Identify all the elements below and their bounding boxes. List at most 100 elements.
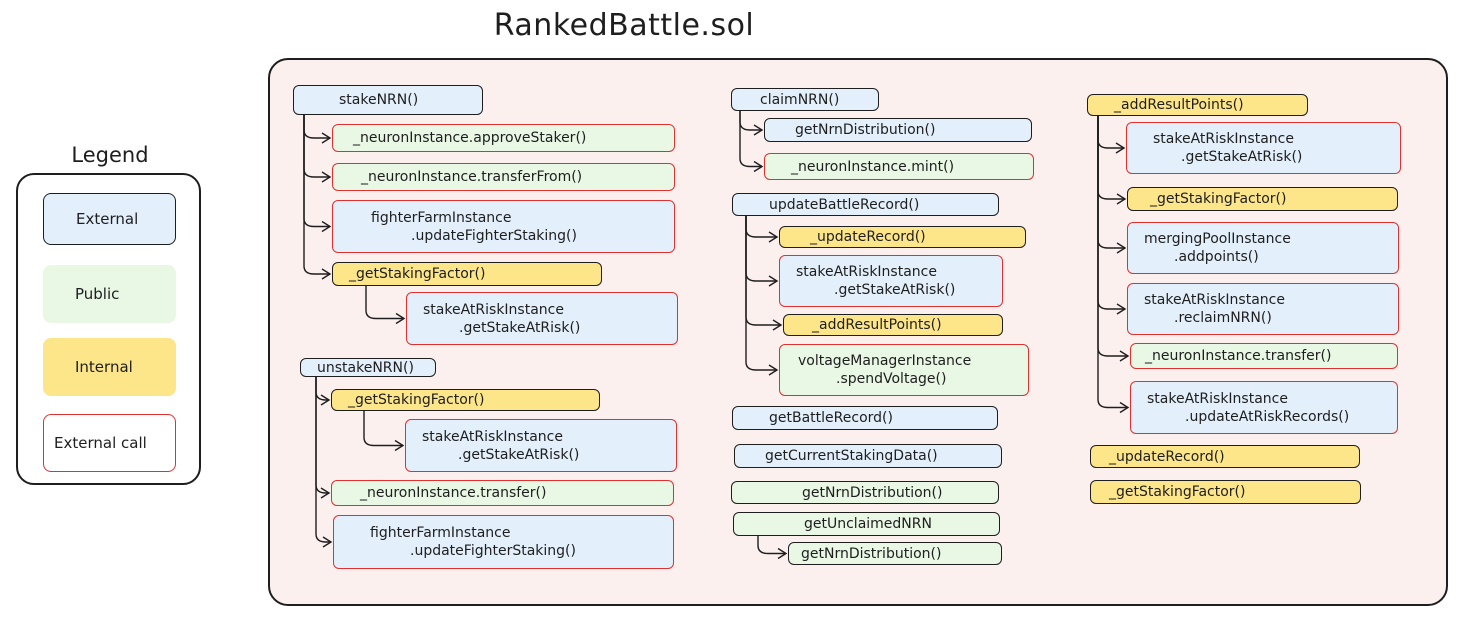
function-node-a1: stakeAtRiskInstance .getStakeAtRisk() [1126, 122, 1401, 174]
function-node-label: _addResultPoints() [1114, 97, 1244, 113]
function-node-label: stakeAtRiskInstance [1153, 131, 1294, 147]
function-node-stakeNRN: stakeNRN() [293, 85, 483, 115]
arrow-head-icon [777, 547, 788, 560]
function-node-label: claimNRN() [760, 91, 840, 108]
connector-line [315, 377, 331, 543]
function-node-s2: _neuronInstance.transferFrom() [332, 163, 675, 191]
connector-line [365, 286, 404, 320]
function-node-gsf: _getStakingFactor() [1090, 480, 1361, 504]
function-node-label: unstakeNRN() [317, 359, 414, 376]
arrow-head-icon [1116, 193, 1127, 205]
function-node-label: updateBattleRecord() [769, 196, 920, 213]
arrow-head-icon [1116, 242, 1127, 254]
function-node-label: _updateRecord() [810, 229, 926, 245]
legend-item-external: External [43, 193, 176, 245]
connector-line [303, 115, 330, 228]
connector-line [745, 216, 777, 282]
function-node-b2: stakeAtRiskInstance .getStakeAtRisk() [779, 255, 1003, 307]
connector-line [745, 216, 781, 326]
function-node-label: stakeAtRiskInstance [423, 301, 564, 318]
connector-line [757, 536, 786, 555]
legend-item-label: External call [54, 434, 147, 452]
function-node-b4: voltageManagerInstance .spendVoltage() [779, 344, 1029, 396]
legend-item-external-call: External call [43, 414, 176, 472]
function-node-u2: stakeAtRiskInstance .getStakeAtRisk() [405, 419, 677, 472]
function-node-b3: _addResultPoints() [783, 314, 1003, 336]
arrow-head-icon [1119, 350, 1130, 362]
function-node-label: .reclaimNRN() [1174, 310, 1272, 326]
function-node-gun: getUnclaimedNRN [733, 512, 1000, 536]
legend-item-label: External [76, 210, 139, 228]
arrow-head-icon [321, 220, 332, 233]
function-node-label: _neuronInstance.transferFrom() [361, 169, 583, 185]
function-node-a4: stakeAtRiskInstance .reclaimNRN() [1127, 283, 1399, 335]
function-node-label: fighterFarmInstance [370, 525, 511, 541]
function-node-label: getCurrentStakingData() [765, 448, 938, 464]
function-node-label: .updateAtRiskRecords() [1185, 408, 1350, 425]
function-node-s5: stakeAtRiskInstance .getStakeAtRisk() [406, 292, 678, 345]
arrow-head-icon [772, 319, 783, 331]
function-node-label: _neuronInstance.transfer() [360, 485, 547, 501]
function-node-s3: fighterFarmInstance .updateFighterStaking… [332, 200, 675, 253]
function-node-label: .getStakeAtRisk() [834, 282, 956, 298]
arrow-head-icon [321, 132, 332, 144]
function-node-label: .getStakeAtRisk() [459, 319, 581, 336]
function-node-gun1: getNrnDistribution() [788, 542, 1002, 565]
function-node-label: voltageManagerInstance [798, 353, 972, 369]
function-node-label: stakeAtRiskInstance [1147, 390, 1288, 407]
legend-item-internal: Internal [43, 338, 176, 396]
arrow-head-icon [395, 312, 406, 325]
function-node-label: getNrnDistribution() [801, 545, 942, 562]
function-node-gcsd: getCurrentStakingData() [734, 444, 1002, 468]
function-node-label: _neuronInstance.transfer() [1145, 348, 1332, 364]
legend-title: Legend [71, 143, 149, 167]
function-node-ur: _updateRecord() [1090, 445, 1360, 468]
function-node-label: .getStakeAtRisk() [458, 446, 580, 463]
function-node-a3: mergingPoolInstance .addpoints() [1127, 222, 1399, 274]
function-node-c1: getNrnDistribution() [764, 118, 1032, 142]
arrow-head-icon [394, 439, 405, 452]
function-node-label: .spendVoltage() [836, 371, 947, 387]
function-node-label: getNrnDistribution() [802, 484, 943, 501]
function-node-ubr: updateBattleRecord() [732, 193, 999, 216]
legend-item-public: Public [43, 265, 176, 323]
legend-item-label: Public [75, 285, 120, 303]
connector-line [303, 115, 330, 275]
function-node-s4: _getStakingFactor() [332, 262, 602, 286]
arrow-head-icon [1119, 401, 1130, 414]
arrow-head-icon [768, 275, 779, 287]
arrow-head-icon [1115, 142, 1126, 154]
arrow-head-icon [320, 487, 331, 499]
arrow-head-icon [320, 394, 331, 406]
function-node-b1: _updateRecord() [779, 226, 1026, 248]
function-node-s1: _neuronInstance.approveStaker() [332, 124, 675, 152]
connector-line [363, 411, 403, 447]
connector-line [1097, 116, 1128, 409]
function-node-a5: _neuronInstance.transfer() [1130, 343, 1398, 369]
function-node-label: _addResultPoints() [812, 317, 942, 333]
function-node-label: stakeAtRiskInstance [422, 428, 563, 445]
function-node-gnd: getNrnDistribution() [731, 481, 999, 504]
function-node-label: _getStakingFactor() [1109, 484, 1246, 500]
arrow-head-icon [768, 364, 779, 376]
function-node-label: getNrnDistribution() [795, 122, 936, 138]
function-node-label: _updateRecord() [1109, 448, 1225, 465]
function-node-label: stakeAtRiskInstance [796, 264, 937, 280]
legend-item-label: Internal [75, 358, 133, 376]
function-node-u3: _neuronInstance.transfer() [331, 480, 674, 506]
function-node-u4: fighterFarmInstance .updateFighterStaking… [333, 515, 674, 569]
function-node-unstakeNRN: unstakeNRN() [300, 358, 436, 377]
function-node-label: getUnclaimedNRN [804, 516, 932, 532]
function-node-label: .updateFighterStaking() [410, 543, 576, 559]
function-node-label: mergingPoolInstance [1144, 231, 1291, 247]
function-node-u1: _getStakingFactor() [331, 389, 600, 411]
function-node-a2: _getStakingFactor() [1127, 187, 1398, 211]
function-node-label: getBattleRecord() [769, 410, 893, 426]
function-node-label: _neuronInstance.mint() [791, 158, 955, 175]
connector-line [1097, 116, 1125, 249]
arrow-head-icon [321, 268, 332, 280]
connector-line [1097, 116, 1124, 149]
function-node-label: _getStakingFactor() [348, 392, 485, 408]
function-node-label: _getStakingFactor() [349, 266, 486, 282]
